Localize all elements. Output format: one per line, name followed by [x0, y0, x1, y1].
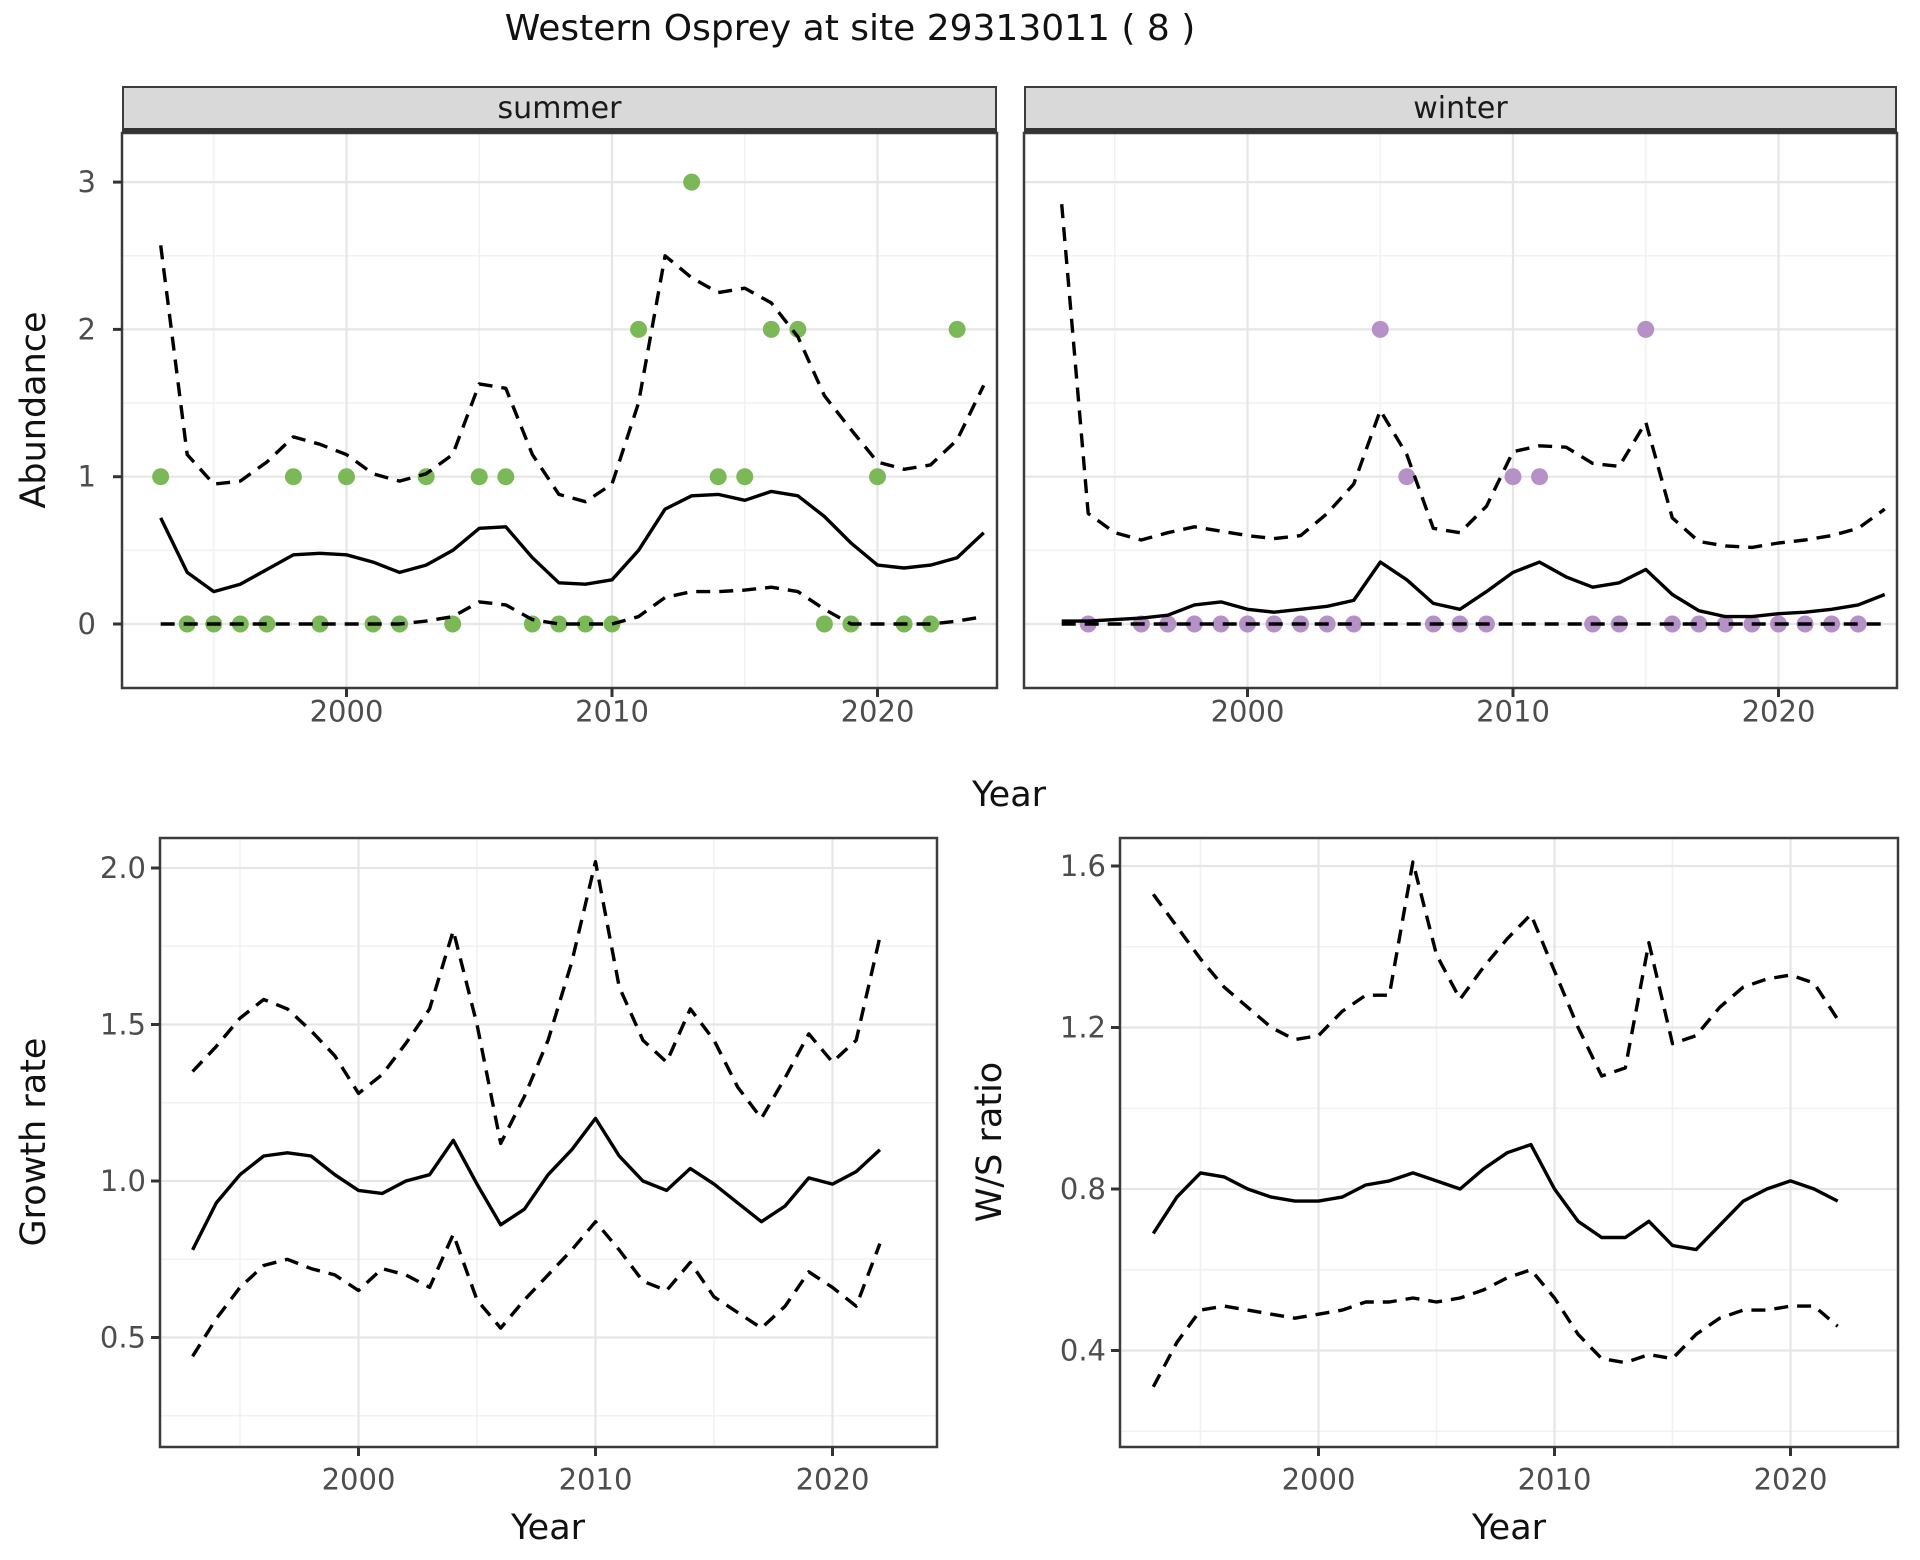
ci-line-ws-ratio	[1151, 860, 1840, 1078]
gridlines-ws-ratio	[1120, 838, 1898, 1447]
observation-point	[523, 615, 541, 633]
observation-point	[576, 615, 594, 633]
x-tick-label: 2020	[1742, 695, 1816, 729]
y-tick-label: 0.8	[1060, 1172, 1106, 1206]
y-tick-label: 0.5	[100, 1321, 146, 1355]
observation-point	[1531, 468, 1549, 486]
panel-growth-rate: 2000 2010 2020 0.5 1.0 1.5 2.0	[100, 836, 939, 1497]
observation-point	[922, 615, 940, 633]
observation-point	[1398, 468, 1416, 486]
y-tick-label: 1.6	[1060, 849, 1106, 883]
x-tick-label: 2010	[1476, 695, 1550, 729]
observation-point	[709, 468, 727, 486]
observation-point	[284, 468, 302, 486]
y-axis-title-growth-rate: Growth rate	[14, 1037, 54, 1247]
observation-point	[603, 615, 621, 633]
y-axis-title-ws-ratio: W/S ratio	[970, 1061, 1010, 1223]
observation-point	[1212, 615, 1230, 633]
y-axis-title-abundance: Abundance	[14, 311, 54, 509]
y-tick-label: 0	[78, 607, 96, 641]
y-tick-label: 2.0	[100, 851, 146, 885]
y-tick-label: 1.5	[100, 1008, 146, 1042]
observation-point	[762, 320, 780, 338]
y-tick-label: 1.0	[100, 1164, 146, 1198]
observation-point	[152, 468, 170, 486]
observation-point	[1690, 615, 1708, 633]
x-axis-title-bottom-left: Year	[510, 1508, 586, 1548]
x-tick-label: 2010	[575, 695, 649, 729]
x-tick-label: 2010	[1518, 1463, 1592, 1497]
observation-point	[736, 468, 754, 486]
observation-point	[1849, 615, 1867, 633]
plot-title: Western Osprey at site 29313011 ( 8 )	[504, 8, 1196, 49]
axis-ticks-ws-ratio: 2000 2010 2020 0.4 0.8 1.2 1.6	[1060, 849, 1828, 1497]
facet-label-summer: summer	[497, 90, 622, 126]
observation-point	[497, 468, 515, 486]
panel-abundance-winter: 2000 2010 2020	[1022, 131, 1899, 729]
y-tick-label: 1	[78, 460, 96, 494]
observation-point	[1371, 320, 1389, 338]
observation-point	[948, 320, 966, 338]
mean-line-ws-ratio	[1151, 1142, 1839, 1252]
observation-point	[1345, 615, 1363, 633]
observation-point	[1637, 320, 1655, 338]
y-tick-label: 1.2	[1060, 1011, 1106, 1045]
observation-point	[815, 615, 833, 633]
ci-line-abundance-summer	[159, 245, 986, 504]
x-tick-label: 2000	[322, 1463, 396, 1497]
observation-points-abundance-summer	[152, 173, 966, 633]
ci-line-growth-rate	[191, 1219, 882, 1358]
x-tick-label: 2020	[796, 1463, 870, 1497]
observation-point	[869, 468, 886, 486]
axis-ticks-growth-rate: 2000 2010 2020 0.5 1.0 1.5 2.0	[100, 851, 870, 1497]
x-axis-title-top: Year	[971, 775, 1047, 815]
mean-line-growth-rate	[191, 1116, 882, 1251]
x-axis-title-bottom-right: Year	[1471, 1508, 1547, 1548]
gridlines-abundance-summer	[122, 133, 997, 688]
observation-point	[1185, 615, 1203, 633]
y-tick-label: 2	[78, 312, 96, 346]
ci-line-abundance-winter	[1060, 204, 1886, 550]
facet-label-winter: winter	[1413, 90, 1508, 126]
ci-line-abundance-summer	[160, 585, 984, 626]
x-tick-label: 2020	[1754, 1463, 1828, 1497]
facet-strip-winter: winter	[1024, 86, 1897, 133]
y-tick-label: 3	[78, 165, 96, 199]
observation-point	[338, 468, 355, 486]
observation-point	[258, 615, 276, 633]
ci-line-growth-rate	[191, 860, 882, 1146]
observation-point	[311, 615, 329, 633]
observation-point	[1504, 468, 1522, 486]
observation-point	[683, 173, 701, 191]
x-tick-label: 2000	[1282, 1463, 1356, 1497]
panel-ws-ratio: 2000 2010 2020 0.4 0.8 1.2 1.6	[1060, 836, 1900, 1497]
observation-point	[444, 615, 462, 633]
facet-strip-summer: summer	[122, 86, 997, 133]
panel-abundance-summer: 2000 2010 2020 0 1 2 3	[78, 131, 999, 729]
x-tick-label: 2020	[841, 695, 915, 729]
gridlines-growth-rate	[160, 838, 937, 1447]
observation-point	[1159, 615, 1177, 633]
axis-ticks-abundance-summer: 2000 2010 2020 0 1 2 3	[78, 165, 915, 728]
observation-points-abundance-winter	[1079, 320, 1867, 633]
axis-ticks-abundance-winter: 2000 2010 2020	[1211, 688, 1816, 729]
x-tick-label: 2000	[310, 695, 384, 729]
x-tick-label: 2010	[559, 1463, 633, 1497]
observation-point	[630, 320, 648, 338]
mean-line-abundance-winter	[1061, 560, 1886, 623]
observation-point	[1716, 615, 1734, 633]
ci-line-ws-ratio	[1151, 1268, 1839, 1388]
observation-point	[470, 468, 488, 486]
observation-point	[550, 615, 568, 633]
y-tick-label: 0.4	[1060, 1334, 1106, 1368]
mean-line-abundance-summer	[159, 489, 985, 594]
x-tick-label: 2000	[1211, 695, 1285, 729]
